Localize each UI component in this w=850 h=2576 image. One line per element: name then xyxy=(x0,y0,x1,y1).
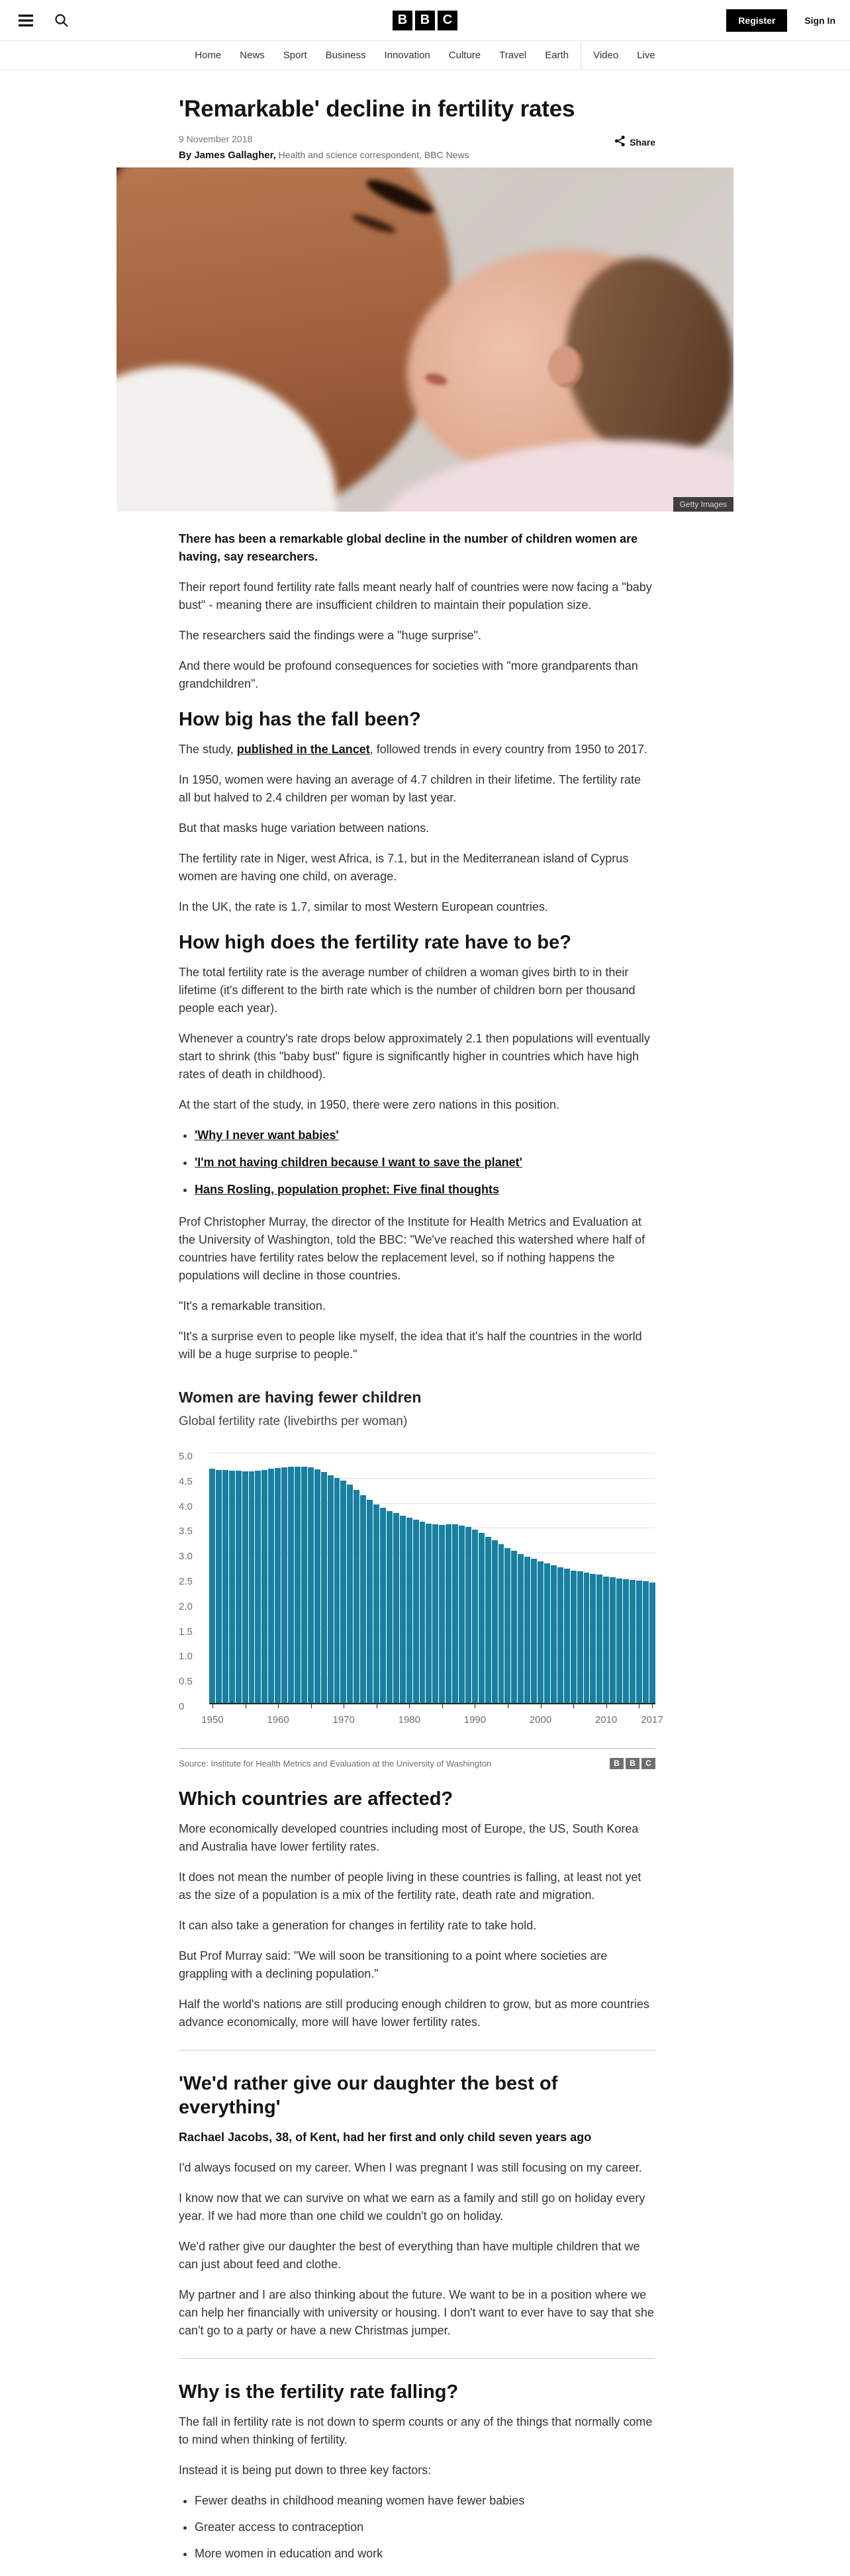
lead-paragraph: There has been a remarkable global decli… xyxy=(179,532,638,563)
chart-source: Source: Institute for Health Metrics and… xyxy=(179,1759,492,1769)
chart-bars xyxy=(209,1453,655,1703)
chart-subtitle: Global fertility rate (livebirths per wo… xyxy=(179,1414,408,1428)
bbc-logo-letter: C xyxy=(641,1758,655,1769)
related-link[interactable]: 'Why I never want babies' xyxy=(195,1128,339,1142)
nav-item-culture[interactable]: Culture xyxy=(448,49,481,61)
baby-ear-shape xyxy=(548,346,583,388)
nav-item-video[interactable]: Video xyxy=(593,49,619,61)
list-item: More women in education and work xyxy=(195,2545,655,2563)
top-header: B B C Register Sign In xyxy=(0,0,850,41)
paragraph: It can also take a generation for change… xyxy=(179,1919,537,1932)
paragraph: The fall in fertility rate is not down t… xyxy=(179,2415,653,2446)
chart-plot: 5.0 4.5 4.0 3.5 3.0 2.5 2.0 1.5 1.0 0.5 0 xyxy=(179,1451,655,1712)
page-title: 'Remarkable' decline in fertility rates xyxy=(179,96,575,122)
nav-item-earth[interactable]: Earth xyxy=(545,49,569,61)
hero-image: Getty Images xyxy=(117,167,733,512)
paragraph: The fertility rate in Niger, west Africa… xyxy=(179,852,629,883)
chart-footer: Source: Institute for Health Metrics and… xyxy=(179,1748,655,1772)
paragraph: Their report found fertility rate falls … xyxy=(179,580,652,612)
section-heading-why: Why is the fertility rate falling? xyxy=(179,2381,459,2403)
list-item: Greater access to contraception xyxy=(195,2518,655,2536)
list-item: 'Why I never want babies' xyxy=(195,1127,655,1144)
paragraph: It does not mean the number of people li… xyxy=(179,1870,641,1902)
nav-item-business[interactable]: Business xyxy=(325,49,366,61)
paragraph: But Prof Murray said: "We will soon be t… xyxy=(179,1949,608,1980)
section-heading-daughter: 'We'd rather give our daughter the best … xyxy=(179,2073,558,2118)
hamburger-menu-icon[interactable] xyxy=(15,9,37,32)
list-item: Fewer deaths in childhood meaning women … xyxy=(195,2492,655,2510)
paragraph: The study, published in the Lancet, foll… xyxy=(179,741,655,759)
paragraph: "It's a remarkable transition. xyxy=(179,1299,326,1312)
case-study-subheading: Rachael Jacobs, 38, of Kent, had her fir… xyxy=(179,2131,592,2144)
paragraph: Whenever a country's rate drops below ap… xyxy=(179,1032,650,1081)
paragraph: "It's a surprise even to people like mys… xyxy=(179,1330,642,1361)
paragraph: More economically developed countries in… xyxy=(179,1822,639,1853)
paragraph: I know now that we can survive on what w… xyxy=(179,2191,645,2223)
primary-nav: Home News Sport Business Innovation Cult… xyxy=(0,41,850,70)
paragraph: I'd always focused on my career. When I … xyxy=(179,2161,642,2174)
nav-item-home[interactable]: Home xyxy=(195,49,222,61)
paragraph: We'd rather give our daughter the best o… xyxy=(179,2240,640,2271)
nav-item-live[interactable]: Live xyxy=(637,49,655,61)
bbc-logo-letter: C xyxy=(438,10,457,30)
paragraph: Instead it is being put down to three ke… xyxy=(179,2463,432,2477)
article-date: 9 November 2018 xyxy=(179,134,253,144)
list-item: Hans Rosling, population prophet: Five f… xyxy=(195,1181,655,1199)
nav-item-news[interactable]: News xyxy=(240,49,265,61)
share-label: Share xyxy=(630,136,655,148)
nav-item-innovation[interactable]: Innovation xyxy=(384,49,430,61)
paragraph: My partner and I are also thinking about… xyxy=(179,2288,654,2337)
lancet-link[interactable]: published in the Lancet xyxy=(236,743,370,756)
text-run: The study, xyxy=(179,743,237,756)
paragraph: Half the world's nations are still produ… xyxy=(179,1998,649,2029)
bbc-logo-letter: B xyxy=(626,1758,639,1769)
paragraph: In the UK, the rate is 1.7, similar to m… xyxy=(179,900,548,913)
signin-button[interactable]: Sign In xyxy=(804,15,835,26)
share-button[interactable]: Share xyxy=(614,135,655,149)
section-heading-fall: How big has the fall been? xyxy=(179,709,421,730)
paragraph: The researchers said the findings were a… xyxy=(179,629,482,642)
byline-role: Health and science correspondent, BBC Ne… xyxy=(278,150,469,160)
chart-title: Women are having fewer children xyxy=(179,1389,422,1406)
chart-xaxis: 1950 1960 1970 1980 1990 2000 2010 2017 xyxy=(201,1703,663,1731)
list-item: 'I'm not having children because I want … xyxy=(195,1154,655,1172)
bbc-logo-letter: B xyxy=(393,10,412,30)
section-heading-rate: How high does the fertility rate have to… xyxy=(179,932,571,953)
paragraph: The total fertility rate is the average … xyxy=(179,966,636,1015)
byline-author: By James Gallagher, xyxy=(179,150,276,161)
nav-item-travel[interactable]: Travel xyxy=(499,49,527,61)
paragraph: But that masks huge variation between na… xyxy=(179,821,430,835)
share-icon xyxy=(614,135,626,149)
bbc-logo-letter: B xyxy=(610,1758,624,1769)
related-link[interactable]: Hans Rosling, population prophet: Five f… xyxy=(195,1183,499,1196)
nav-item-sport[interactable]: Sport xyxy=(283,49,307,61)
related-link[interactable]: 'I'm not having children because I want … xyxy=(195,1156,522,1169)
bbc-logo-grey: B B C xyxy=(610,1758,655,1769)
bbc-logo[interactable]: B B C xyxy=(393,10,457,30)
related-links-list: 'Why I never want babies' 'I'm not havin… xyxy=(195,1127,655,1199)
section-heading-countries: Which countries are affected? xyxy=(179,1788,453,1810)
text-run: , followed trends in every country from … xyxy=(369,743,647,756)
paragraph: And there would be profound consequences… xyxy=(179,659,638,690)
section-divider xyxy=(179,2358,655,2359)
byline: By James Gallagher, Health and science c… xyxy=(179,150,614,161)
fertility-chart: Women are having fewer children Global f… xyxy=(179,1389,663,1772)
paragraph: In 1950, women were having an average of… xyxy=(179,773,641,804)
paragraph: At the start of the study, in 1950, ther… xyxy=(179,1098,559,1111)
register-button[interactable]: Register xyxy=(726,9,788,32)
search-icon[interactable] xyxy=(50,9,73,32)
key-factors-list: Fewer deaths in childhood meaning women … xyxy=(195,2492,655,2563)
paragraph: Prof Christopher Murray, the director of… xyxy=(179,1215,645,1282)
image-credit: Getty Images xyxy=(673,497,733,512)
bbc-logo-letter: B xyxy=(415,10,435,30)
